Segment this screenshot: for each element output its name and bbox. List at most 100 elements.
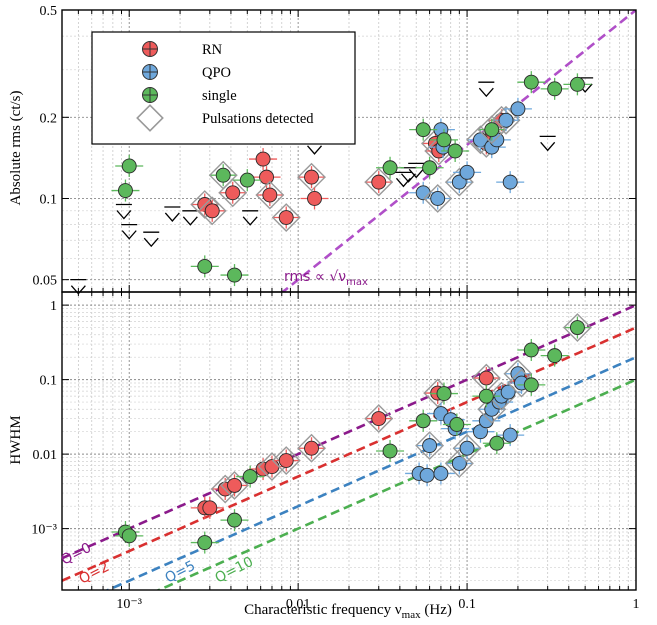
pulsation-diamond [364, 404, 394, 433]
pulsation-diamond [257, 452, 287, 482]
upper-limit-arrow [115, 203, 132, 220]
data-point-rn [271, 203, 301, 232]
rms-ticks: 0.05 0.1 0.2 0.5 [33, 4, 637, 292]
data-point-single [115, 524, 144, 547]
data-point-rn [364, 167, 394, 197]
rms-reference-lines [280, 10, 636, 292]
data-point-single [517, 373, 546, 396]
data-point-qpo [444, 449, 474, 478]
data-point-single [220, 264, 249, 287]
hwhm-y-tick-label: 10⁻³ [31, 523, 57, 538]
q2-line-label: Q=2 [77, 559, 112, 588]
hwhm-line-q2 [62, 326, 636, 582]
pulsation-diamond [255, 180, 285, 210]
data-point-single [236, 465, 265, 488]
rms-points [111, 71, 592, 287]
x-tick-label: 0.01 [286, 597, 311, 612]
data-point-rn [271, 446, 301, 475]
pulsation-diamond [220, 470, 249, 500]
data-point-rn [300, 187, 329, 210]
data-point-single [540, 77, 569, 100]
legend-pulsations-label: Pulsations detected [202, 111, 314, 127]
rms-y-tick-label: 0.5 [40, 4, 58, 19]
upper-limit-arrow [121, 223, 138, 240]
hwhm-grid [61, 292, 637, 590]
rms-line-rmsmax [280, 10, 636, 292]
hwhm-y-axis-title: HWHM [8, 415, 24, 464]
data-point-rn [471, 363, 501, 393]
hwhm-panel: 10⁻³ 0.01 0.1 1 10⁻³ 0.01 0.1 1 [31, 291, 640, 612]
data-point-rn [197, 196, 227, 226]
upper-limit-arrow [164, 206, 181, 222]
data-point-single [233, 169, 262, 192]
data-point-single [190, 255, 219, 278]
legend-item-pulsations: Pulsations detected [136, 104, 314, 132]
data-point-rn [195, 496, 224, 519]
data-point-qpo [496, 171, 525, 194]
rms-panel: 0.05 0.1 0.2 0.5 [33, 4, 637, 295]
pulsation-diamond [208, 160, 238, 190]
data-point-qpo [496, 424, 525, 447]
data-point-single [562, 313, 592, 342]
data-point-rn [249, 148, 278, 171]
x-axis-title: Characteristic frequency νmax (Hz) [244, 602, 452, 621]
upper-limit-arrow [408, 162, 425, 179]
data-point-qpo [452, 433, 482, 463]
pulsation-diamond [297, 433, 326, 463]
hwhm-y-tick-label: 0.1 [40, 374, 58, 389]
data-point-single [442, 413, 471, 436]
hwhm-y-tick-label: 0.01 [33, 448, 58, 463]
data-point-rn [297, 433, 326, 463]
upper-limit-arrow [395, 171, 412, 188]
hwhm-ticks: 10⁻³ 0.01 0.1 1 10⁻³ 0.01 0.1 1 [31, 292, 640, 612]
q0-line-label: Q=0 [59, 540, 94, 569]
upper-limit-arrow [143, 231, 160, 248]
upper-limit-arrow [182, 210, 199, 226]
data-point-qpo [503, 97, 532, 120]
hwhm-reference-lines [62, 303, 636, 590]
pulsation-diamond [364, 167, 394, 197]
data-point-single [429, 382, 458, 405]
rms-y-tick-label: 0.1 [40, 192, 58, 207]
hwhm-line-q5 [104, 356, 636, 590]
data-point-single [540, 344, 569, 367]
data-point-single [190, 531, 219, 554]
pulsation-diamond [271, 446, 301, 475]
data-point-single [220, 509, 249, 532]
legend: RN QPO single Pulsations detected [91, 31, 356, 145]
data-point-single [415, 156, 444, 179]
q10-line-label: Q=10 [213, 554, 256, 587]
pulsation-diamond [562, 313, 592, 342]
legend-item-qpo: QPO [142, 64, 231, 81]
data-point-single [563, 73, 592, 96]
upper-limit-arrow [539, 135, 556, 152]
data-point-single [429, 128, 458, 151]
hwhm-points [111, 313, 592, 554]
legend-pulsations-marker [136, 104, 164, 132]
data-point-single [376, 156, 405, 179]
data-point-qpo [453, 161, 482, 184]
data-point-qpo [423, 184, 453, 213]
pulsation-diamond [297, 162, 326, 192]
legend-single-label: single [202, 88, 237, 104]
data-point-single [115, 154, 144, 177]
hwhm-y-tick-label: 1 [50, 299, 57, 314]
pulsation-diamond [271, 203, 301, 232]
upper-limit-arrow [478, 81, 495, 98]
data-point-rn [364, 404, 394, 433]
pulsation-diamond [471, 363, 501, 393]
legend-item-rn: RN [142, 41, 223, 58]
data-point-rn [220, 470, 249, 500]
data-point-single [517, 71, 546, 94]
legend-qpo-label: QPO [202, 65, 231, 81]
data-point-qpo [415, 431, 445, 461]
rms-y-tick-label: 0.2 [40, 111, 58, 126]
hwhm-line-q10 [155, 378, 636, 590]
x-tick-label: 0.1 [458, 597, 476, 612]
data-point-single [208, 160, 238, 190]
rms-relation-label: rms ∝ √νmax [284, 269, 368, 288]
pulsation-diamond [423, 184, 453, 213]
data-point-qpo [413, 464, 442, 487]
legend-box [91, 31, 356, 145]
